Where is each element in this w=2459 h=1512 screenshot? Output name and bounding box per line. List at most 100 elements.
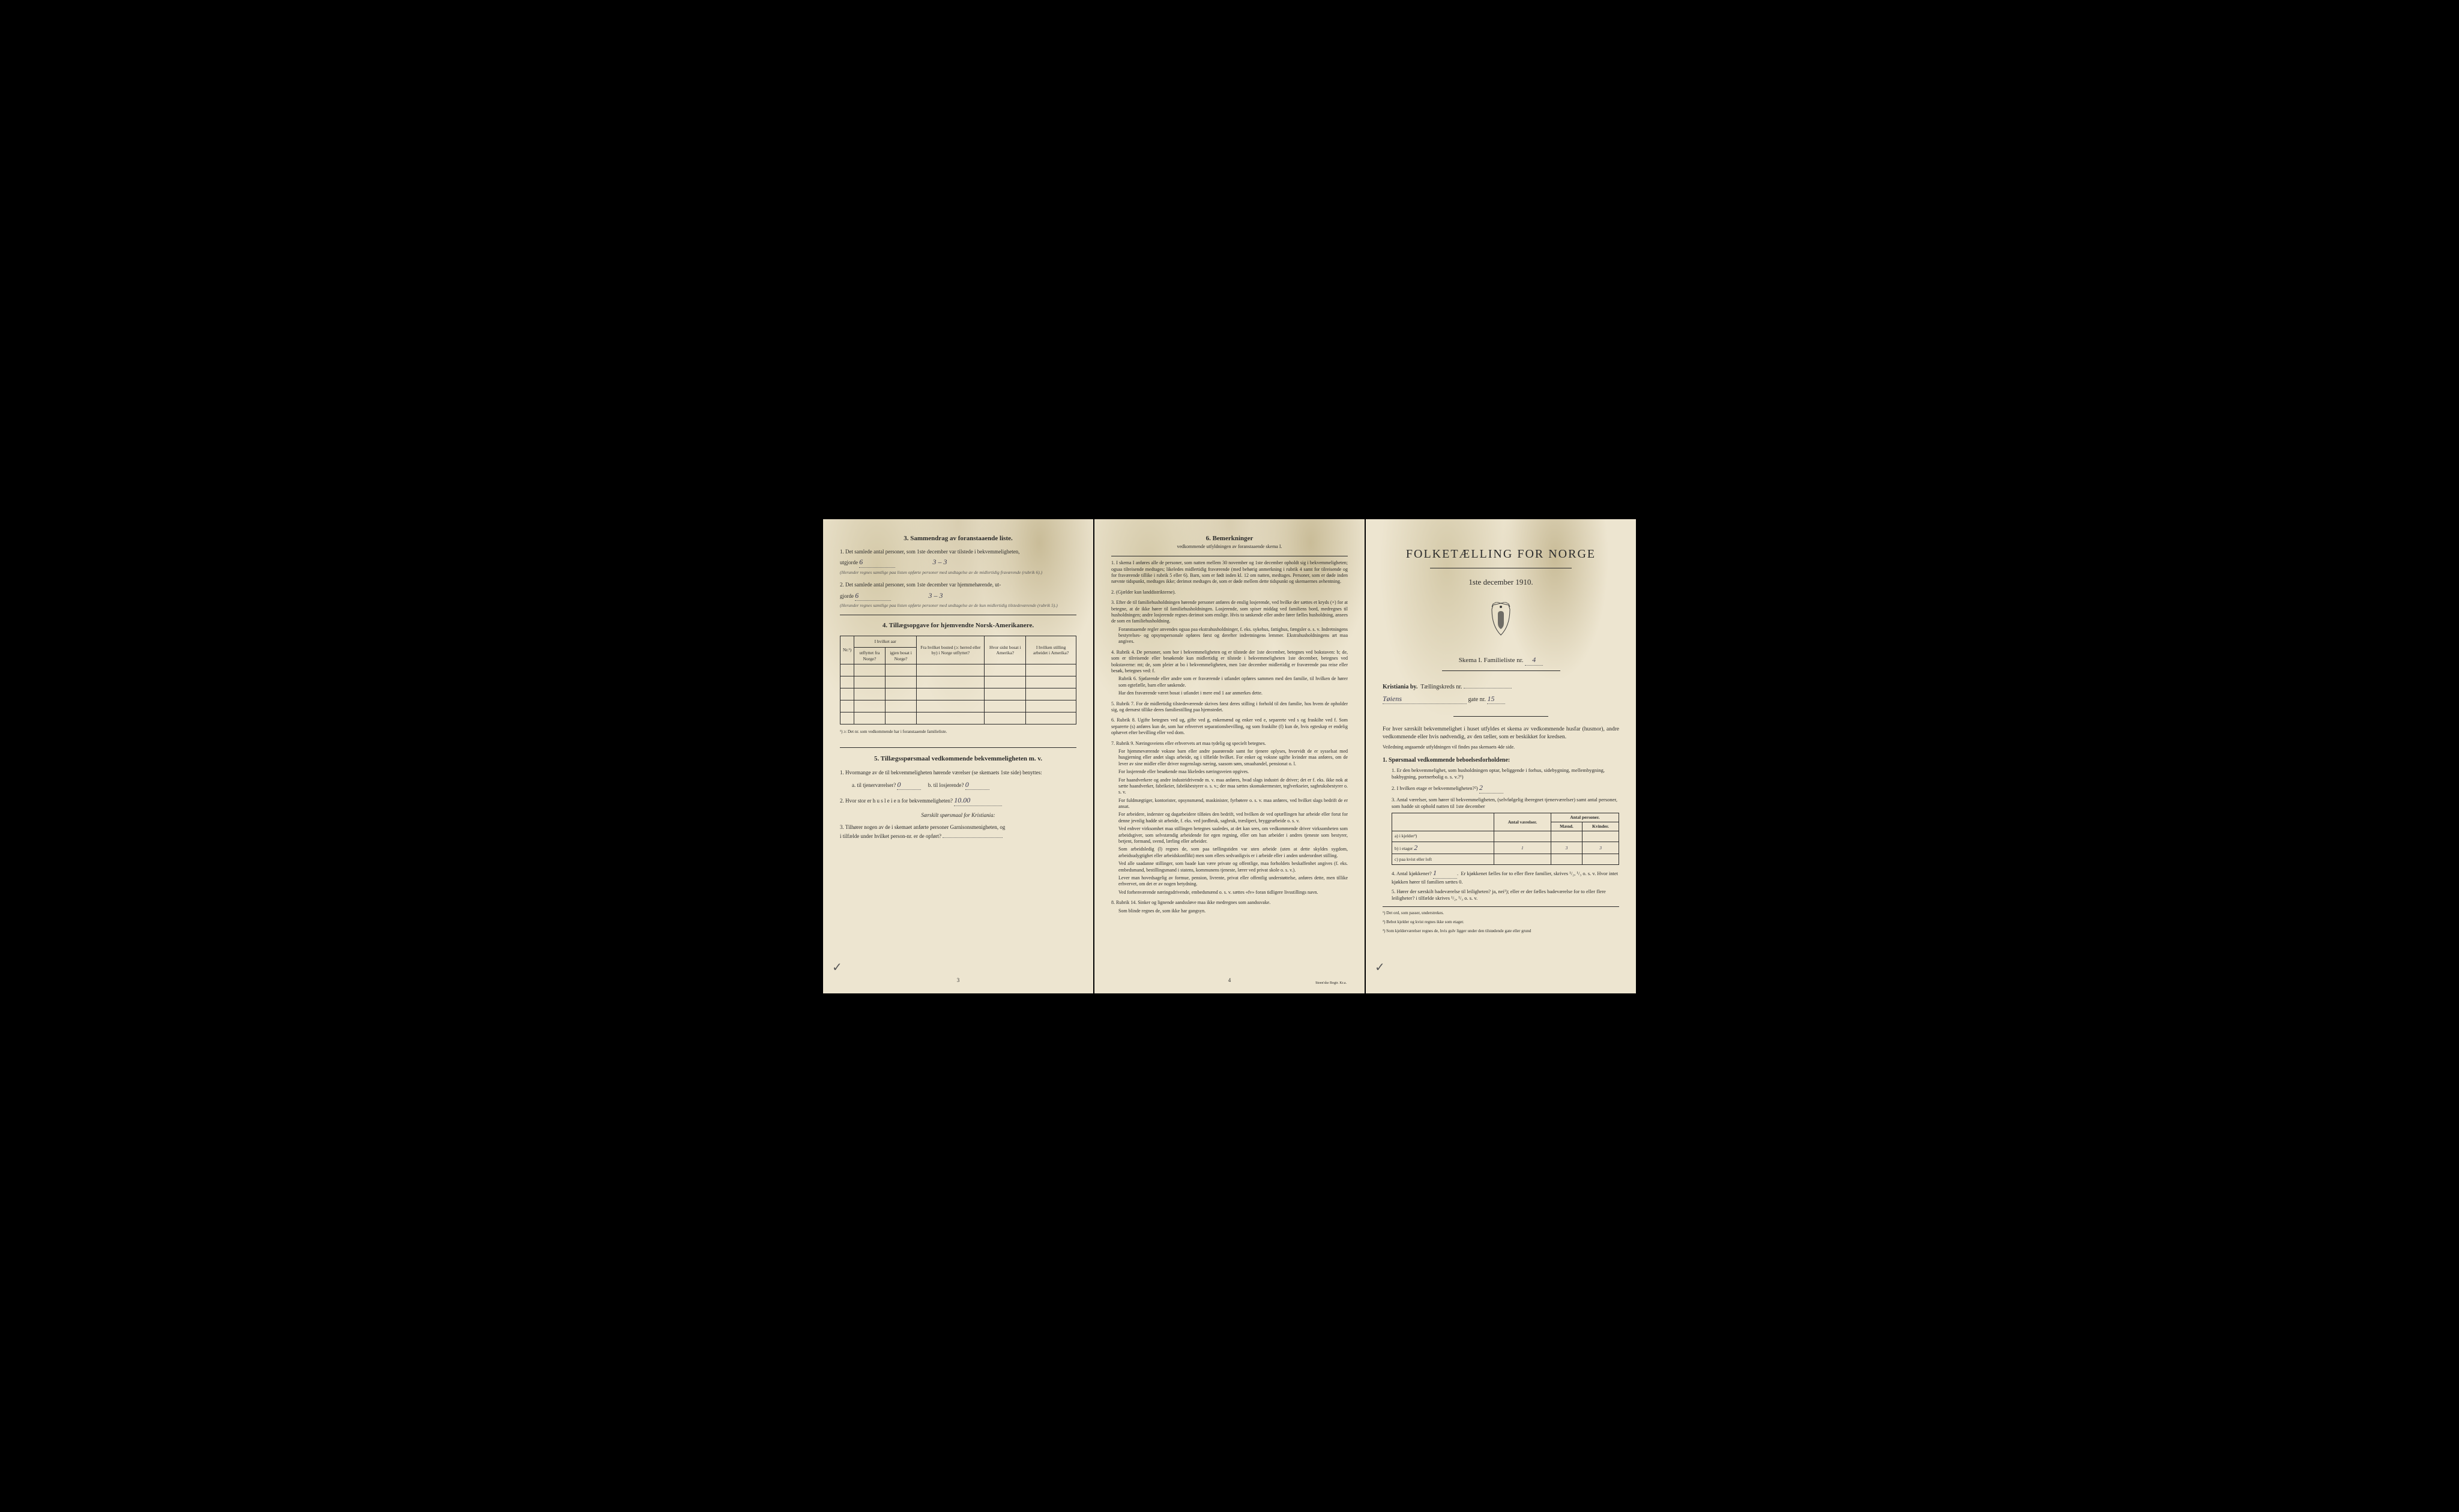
skema-label: Skema I. Familieliste nr. [1459, 657, 1524, 664]
remark-4b: Rubrik 6. Sjøfarende eller andre som er … [1118, 676, 1348, 688]
remark-7b: For hjemmeværende voksne barn eller andr… [1118, 748, 1348, 767]
col-year: I hvilket aar [854, 636, 917, 648]
remark-7i: Ved alle saadanne stillinger, som baade … [1118, 861, 1348, 873]
remark-7c: For losjerende eller besøkende maa likel… [1118, 769, 1348, 775]
item-1-value-1: 6 [859, 558, 895, 568]
row-b-women: 3 [1583, 842, 1619, 854]
q1-2-value: 2 [1479, 783, 1503, 794]
table-row: c) paa kvist eller loft [1392, 854, 1619, 865]
street-suffix: gate nr. [1468, 696, 1486, 703]
item-2: 2. Det samlede antal personer, som 1ste … [840, 582, 1076, 609]
col-men: Mænd. [1551, 822, 1582, 831]
printer-mark: Steen'ske Bogtr. Kr.a. [1315, 981, 1347, 986]
remark-3: 3. Efter de til familiehusholdningen hør… [1111, 600, 1348, 645]
item-1: 1. Det samlede antal personer, som 1ste … [840, 549, 1076, 576]
cover-page: FOLKETÆLLING FOR NORGE 1ste december 191… [1366, 519, 1636, 993]
q5-1b-value: 0 [965, 780, 989, 791]
row-c-label: c) paa kvist eller loft [1392, 854, 1494, 865]
remark-7k: Ved forhenværende næringsdrivende, embed… [1118, 890, 1348, 896]
q5-1b-label: b. til losjerende? [928, 782, 964, 788]
q1-heading: 1. Spørsmaal vedkommende beboelsesforhol… [1383, 756, 1619, 764]
remark-7h: Som arbeidsledig (l) regnes de, som paa … [1118, 846, 1348, 859]
q1-sublist: 1. Er den bekvemmelighet, som husholdnin… [1392, 767, 1619, 902]
remark-8: 8. Rubrik 14. Sinker og lignende aandssl… [1111, 900, 1348, 914]
coat-of-arms-icon [1383, 602, 1619, 640]
col-bosted: Fra hvilket bosted (ɔ: herred eller by) … [917, 636, 985, 664]
table-row [840, 676, 1076, 688]
divider [1453, 716, 1548, 717]
section-3-heading: 3. Sammendrag av foranstaaende liste. [840, 534, 1076, 543]
q5-3-text: 3. Tilhører nogen av de i skemaet anført… [840, 824, 1005, 830]
remark-7: 7. Rubrik 9. Næringsveiens eller erhverv… [1111, 741, 1348, 896]
remark-5: 5. Rubrik 7. For de midlertidig tilstede… [1111, 701, 1348, 714]
kreds-label: Tællingskreds nr. [1420, 684, 1462, 690]
city-label: Kristiania by. [1383, 684, 1417, 690]
q5-1-text: 1. Hvormange av de til bekvemmeligheten … [840, 770, 1042, 776]
checkmark-icon: ✓ [1375, 960, 1385, 975]
col-women: Kvinder. [1583, 822, 1619, 831]
item-2-note: (Herunder regnes samtlige paa listen opf… [840, 603, 1076, 609]
remark-4: 4. Rubrik 4. De personer, som bor i bekv… [1111, 649, 1348, 697]
row-b-etage: 2 [1414, 843, 1417, 852]
q5-1a-value: 0 [897, 780, 921, 791]
checkmark-icon: ✓ [832, 960, 842, 975]
col-sidst: Hvor sidst bosat i Amerika? [985, 636, 1026, 664]
kristiania-note: Særskilt spørsmaal for Kristiania: [840, 812, 1076, 819]
row-a-label: a) i kjelder³) [1392, 831, 1494, 842]
col-utflyttet: utflyttet fra Norge? [854, 647, 886, 664]
remark-6: 6. Rubrik 8. Ugifte betegnes ved ug, gif… [1111, 717, 1348, 736]
col-stilling: I hvilken stilling arbeidet i Amerika? [1026, 636, 1076, 664]
intro-note: Veiledning angaaende utfyldningen vil fi… [1383, 744, 1619, 750]
item-2-prefix: gjorde [840, 593, 854, 599]
footnote-2: ²) Bebot kjelder og kvist regnes ikke so… [1383, 920, 1619, 925]
table-row: a) i kjelder³) [1392, 831, 1619, 842]
remark-3b: Foranstaaende regler anvendes ogsaa paa … [1118, 627, 1348, 645]
col-rooms: Antal værelser. [1494, 813, 1551, 831]
footnote-1: ¹) Det ord, som passer, understrekes. [1383, 911, 1619, 916]
page-number: 4 [1228, 977, 1231, 984]
remark-1: 1. I skema I anføres alle de personer, s… [1111, 560, 1348, 585]
item-1-prefix: utgjorde [840, 559, 858, 565]
q1-4-label: 4. Antal kjøkkener? [1392, 870, 1432, 876]
item-2-value-2: 3 – 3 [929, 591, 943, 600]
row-b-label: b) i etager [1395, 846, 1413, 851]
district-line: Kristiania by. Tællingskreds nr. [1383, 683, 1619, 691]
item-2-text: 2. Det samlede antal personer, som 1ste … [840, 582, 1001, 588]
divider [1383, 906, 1619, 907]
col-persons: Antal personer. [1551, 813, 1619, 822]
page-3: 3. Sammendrag av foranstaaende liste. 1.… [823, 519, 1093, 993]
street-line: Tøiens gate nr. 15 [1383, 694, 1619, 705]
footnote-3: ³) Som kjelderværelser regnes de, hvis g… [1383, 929, 1619, 934]
remark-3-text: 3. Efter de til familiehusholdningen hør… [1111, 600, 1348, 624]
remark-7d: For haandverkere og andre industridriven… [1118, 777, 1348, 796]
table-row: b) i etager 2 1 3 3 [1392, 842, 1619, 854]
remark-7-text: 7. Rubrik 9. Næringsveiens eller erhverv… [1111, 741, 1266, 746]
emigrant-table: Nr.¹) I hvilket aar Fra hvilket bosted (… [840, 636, 1076, 724]
remark-4-text: 4. Rubrik 4. De personer, som bor i bekv… [1111, 649, 1348, 673]
remark-7e: For fuldmægtiger, kontorister, opsynsmæn… [1118, 798, 1348, 810]
q5-3b-text: i tilfælde under hvilket person-nr. er d… [840, 833, 941, 839]
col-igjen: igjen bosat i Norge? [885, 647, 916, 664]
q1-3: 3. Antal værelser, som hører til bekvemm… [1392, 797, 1619, 810]
remark-7j: Lever man hovedsagelig av formue, pensio… [1118, 875, 1348, 888]
census-title: FOLKETÆLLING FOR NORGE [1383, 546, 1619, 562]
row-b-men: 3 [1551, 842, 1582, 854]
q5-2: 2. Hvor stor er h u s l e i e n for bekv… [840, 796, 1076, 806]
census-date: 1ste december 1910. [1383, 577, 1619, 588]
row-b-rooms: 1 [1494, 842, 1551, 854]
divider [1442, 670, 1560, 671]
item-1-note: (Herunder regnes samtlige paa listen opf… [840, 570, 1076, 576]
intro-text: For hver særskilt bekvemmelighet i huset… [1383, 726, 1619, 741]
remark-7f: For arbeidere, inderster og dagarbeidere… [1118, 812, 1348, 824]
col-nr: Nr.¹) [840, 636, 854, 664]
section-6-subtitle: vedkommende utfyldningen av foranstaaend… [1111, 544, 1348, 550]
table-row [840, 700, 1076, 712]
item-1-text: 1. Det samlede antal personer, som 1ste … [840, 549, 1020, 555]
remark-8-text: 8. Rubrik 14. Sinker og lignende aandssl… [1111, 900, 1270, 905]
q1-4-value: 1 [1433, 869, 1457, 879]
remarks-list: 1. I skema I anføres alle de personer, s… [1111, 560, 1348, 914]
table-row [840, 712, 1076, 724]
divider [840, 747, 1076, 748]
q5-2-text: 2. Hvor stor er h u s l e i e n for bekv… [840, 798, 953, 804]
section-6-heading: 6. Bemerkninger [1111, 534, 1348, 543]
